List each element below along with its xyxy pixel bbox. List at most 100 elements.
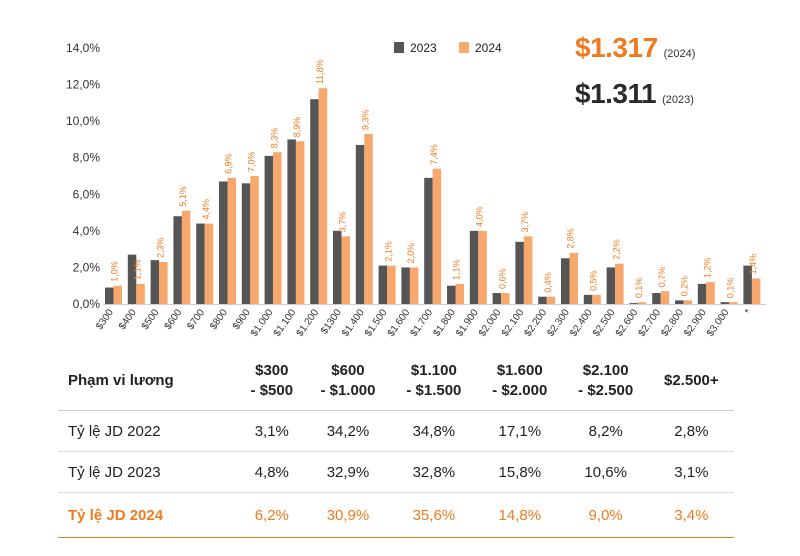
bar-2023 (378, 265, 388, 304)
y-tick-label: 2,0% (73, 260, 101, 274)
data-label-2024: 7,0% (247, 151, 257, 172)
bar-2023 (219, 181, 228, 304)
x-tick-label: * (743, 307, 754, 317)
bar-2023 (538, 296, 547, 304)
data-label-2024: 11,8% (315, 59, 325, 84)
y-tick-label: 8,0% (73, 151, 101, 165)
bar-2023 (105, 287, 114, 304)
header-range-1600-2000: $1.600 - $2.000 (476, 352, 563, 411)
bar-2023 (583, 294, 593, 304)
data-label-2024: 0,1% (634, 278, 644, 299)
table-cell: 4,8% (238, 451, 306, 493)
bar-2024 (409, 267, 419, 304)
bar-2023 (355, 144, 365, 304)
bar-2023 (333, 230, 342, 304)
y-axis: 0,0% 2,0% 4,0% 6,0% 8,0% 10,0% 12,0% 14,0% (66, 41, 100, 311)
data-label-2024: 0,5% (589, 270, 599, 291)
x-tick-label: $2.600 (614, 307, 641, 339)
table-cell: 10,6% (562, 451, 649, 493)
data-label-2024: 4,0% (475, 206, 485, 227)
x-tick-label: $2.400 (568, 307, 595, 339)
bar-2023 (492, 293, 502, 304)
y-tick-label: 4,0% (73, 224, 101, 238)
bar-2023 (652, 293, 661, 304)
bar-2023 (173, 216, 182, 304)
x-tick-label: $2.100 (500, 307, 527, 339)
average-salary-2024: $1.317 (575, 32, 658, 63)
data-label-2024: 9,3% (361, 109, 371, 130)
header-range-2100-2500: $2.100 - $2.500 (562, 352, 649, 411)
row-label: Tỷ lệ JD 2023 (58, 451, 239, 493)
bar-2023 (606, 267, 616, 304)
bar-2024 (273, 152, 282, 304)
data-label-2024: 8,9% (292, 117, 302, 138)
bar-2024 (432, 168, 442, 304)
summary-2023: $1.311 (2023) (575, 78, 795, 124)
bar-2024 (159, 261, 168, 304)
bar-2023 (675, 300, 684, 304)
x-tick-label: $1.700 (409, 307, 436, 339)
bar-2023 (720, 302, 730, 304)
table-cell: 14,8% (476, 492, 563, 538)
data-label-2024: 2,1% (383, 241, 393, 262)
y-tick-label: 6,0% (73, 187, 101, 201)
data-label-2024: 3,7% (520, 212, 530, 233)
data-label-2024: 1,4% (748, 254, 758, 275)
legend-swatch-2023 (394, 42, 404, 53)
x-tick-label: $400 (117, 307, 139, 332)
data-label-2024: 0,1% (725, 278, 735, 299)
bar-2024 (706, 282, 715, 304)
data-label-2024: 7,4% (429, 144, 439, 165)
table-cell: 15,8% (476, 451, 563, 493)
table-row-2022: Tỷ lệ JD 2022 3,1% 34,2% 34,8% 17,1% 8,2… (58, 410, 734, 452)
row-label: Tỷ lệ JD 2022 (58, 410, 239, 452)
data-label-2024: 5,1% (178, 186, 188, 207)
bar-2024 (569, 252, 578, 304)
bar-2024 (250, 176, 259, 304)
x-tick-label: $2.200 (523, 307, 550, 339)
bar-2023 (287, 139, 296, 304)
year-label-2024: (2024) (663, 48, 696, 60)
legend-swatch-2024 (459, 42, 469, 53)
x-tick-label: $1.100 (272, 307, 299, 339)
data-label-2024: 0,6% (497, 269, 507, 290)
bar-2024 (318, 88, 328, 304)
data-label-2024: 3,7% (338, 212, 348, 233)
legend: 2023 2024 (394, 41, 502, 55)
bar-2024 (637, 302, 647, 304)
x-tick-label: $1.800 (431, 307, 458, 339)
x-tick-label: $3.000 (705, 307, 732, 339)
table-cell: 34,2% (305, 410, 391, 452)
x-tick-label: $500 (140, 307, 162, 332)
data-label-2024: 2,0% (406, 243, 416, 264)
bar-2024 (136, 283, 145, 304)
y-tick-label: 10,0% (66, 114, 100, 128)
y-tick-label: 14,0% (66, 41, 100, 55)
bar-2023 (697, 283, 707, 304)
table-cell: 32,9% (305, 451, 391, 493)
header-salary-range: Phạm vi lương (58, 352, 239, 411)
bar-2023 (447, 285, 456, 304)
data-label-2024: 1,0% (110, 261, 120, 282)
table-cell: 34,8% (390, 410, 477, 452)
header-range-2500-plus: $2.500+ (648, 352, 734, 411)
table-header-row: Phạm vi lương $300 - $500 $600 - $1.000 … (58, 352, 734, 411)
x-tick-label: $1.900 (454, 307, 481, 339)
bar-2024 (227, 177, 236, 304)
legend-label-2023: 2023 (410, 41, 437, 55)
bar-2023 (629, 303, 638, 304)
x-tick-label: $900 (231, 307, 253, 332)
summary-2024: $1.317 (2024) (575, 32, 795, 78)
bar-2024 (113, 285, 122, 304)
bar-2023 (515, 241, 524, 304)
bar-2024 (364, 133, 373, 304)
bar-2024 (546, 296, 556, 304)
data-label-2024: 1,1% (133, 259, 143, 280)
data-label-2024: 6,9% (224, 153, 234, 174)
bar-2023 (424, 177, 433, 304)
row-label: Tỷ lệ JD 2024 (58, 492, 239, 538)
x-tick-label: $2.900 (682, 307, 709, 339)
data-label-2024: 2,3% (155, 237, 165, 258)
table-cell: 3,1% (648, 451, 734, 493)
bar-2024 (729, 302, 738, 304)
